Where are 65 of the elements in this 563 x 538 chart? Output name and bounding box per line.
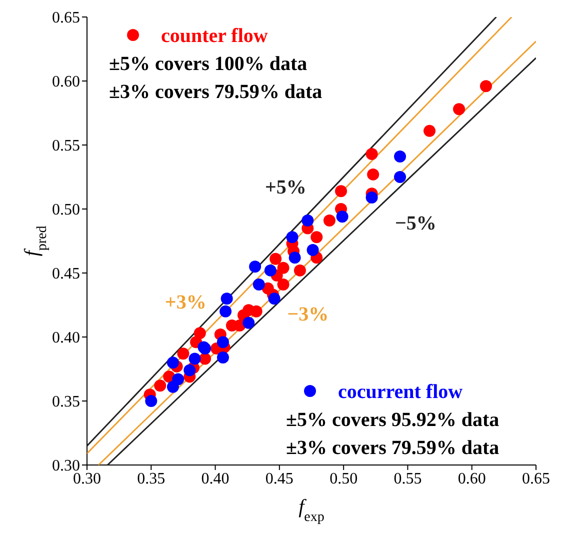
point [294,264,306,276]
y-tick-label: 0.60 [52,74,80,91]
y-tick-label: 0.50 [52,202,80,219]
annotation: ±3% covers 79.59% data [109,81,322,103]
point [335,185,348,198]
point [268,292,280,305]
point [394,171,406,183]
point [394,150,406,163]
series-label: −3% [287,303,329,326]
point [262,282,274,294]
point [220,305,232,318]
annotation: ±5% covers 95.92% data [286,409,500,431]
point [264,264,276,276]
point [242,304,255,316]
point [216,351,229,364]
x-tick-label: 0.65 [522,470,550,488]
point [177,348,190,360]
point [166,356,179,369]
y-tick-label: 0.40 [52,330,80,347]
series-label: +3% [164,292,206,314]
point [270,252,282,265]
point [480,80,492,92]
point [172,373,184,386]
point [242,316,255,329]
point [220,292,233,305]
point [194,327,206,340]
point [145,395,158,407]
point [306,244,319,256]
y-tick-label: 0.65 [52,10,80,27]
point [336,210,348,223]
legend-label: cocurrent flow [338,381,464,403]
point [216,336,229,348]
y-tick-label: 0.35 [52,394,80,411]
x-tick-label: 0.35 [137,470,166,488]
legend-label: counter flow [161,25,268,47]
point [154,380,166,392]
point [323,214,336,227]
point [188,352,201,365]
annotation: ±3% covers 79.59% data [286,437,500,459]
point [310,231,323,244]
series-label: −5% [395,212,436,235]
x-tick-label: 0.60 [458,470,486,488]
point [252,278,265,291]
point [424,124,436,137]
point [366,148,378,160]
y-tick-label: 0.45 [52,266,80,283]
x-tick-label: 0.30 [73,470,101,488]
point [277,262,290,274]
point [453,103,466,116]
point [184,364,196,376]
x-tick-label: 0.55 [394,470,422,488]
x-tick-label: 0.40 [201,470,230,488]
point [302,214,314,227]
point [286,231,298,244]
x-axis-title: f$_{exp}$ [298,496,324,524]
point [366,191,378,204]
y-tick-label: 0.55 [52,138,80,155]
x-tick-label: 0.45 [265,470,294,488]
point [277,278,290,291]
series-label: +5% [264,176,306,198]
x-tick-label: 0.50 [330,470,358,488]
point [288,252,301,264]
point [367,168,380,180]
annotation: ±5% covers 100% data [109,53,308,75]
point [249,260,262,273]
